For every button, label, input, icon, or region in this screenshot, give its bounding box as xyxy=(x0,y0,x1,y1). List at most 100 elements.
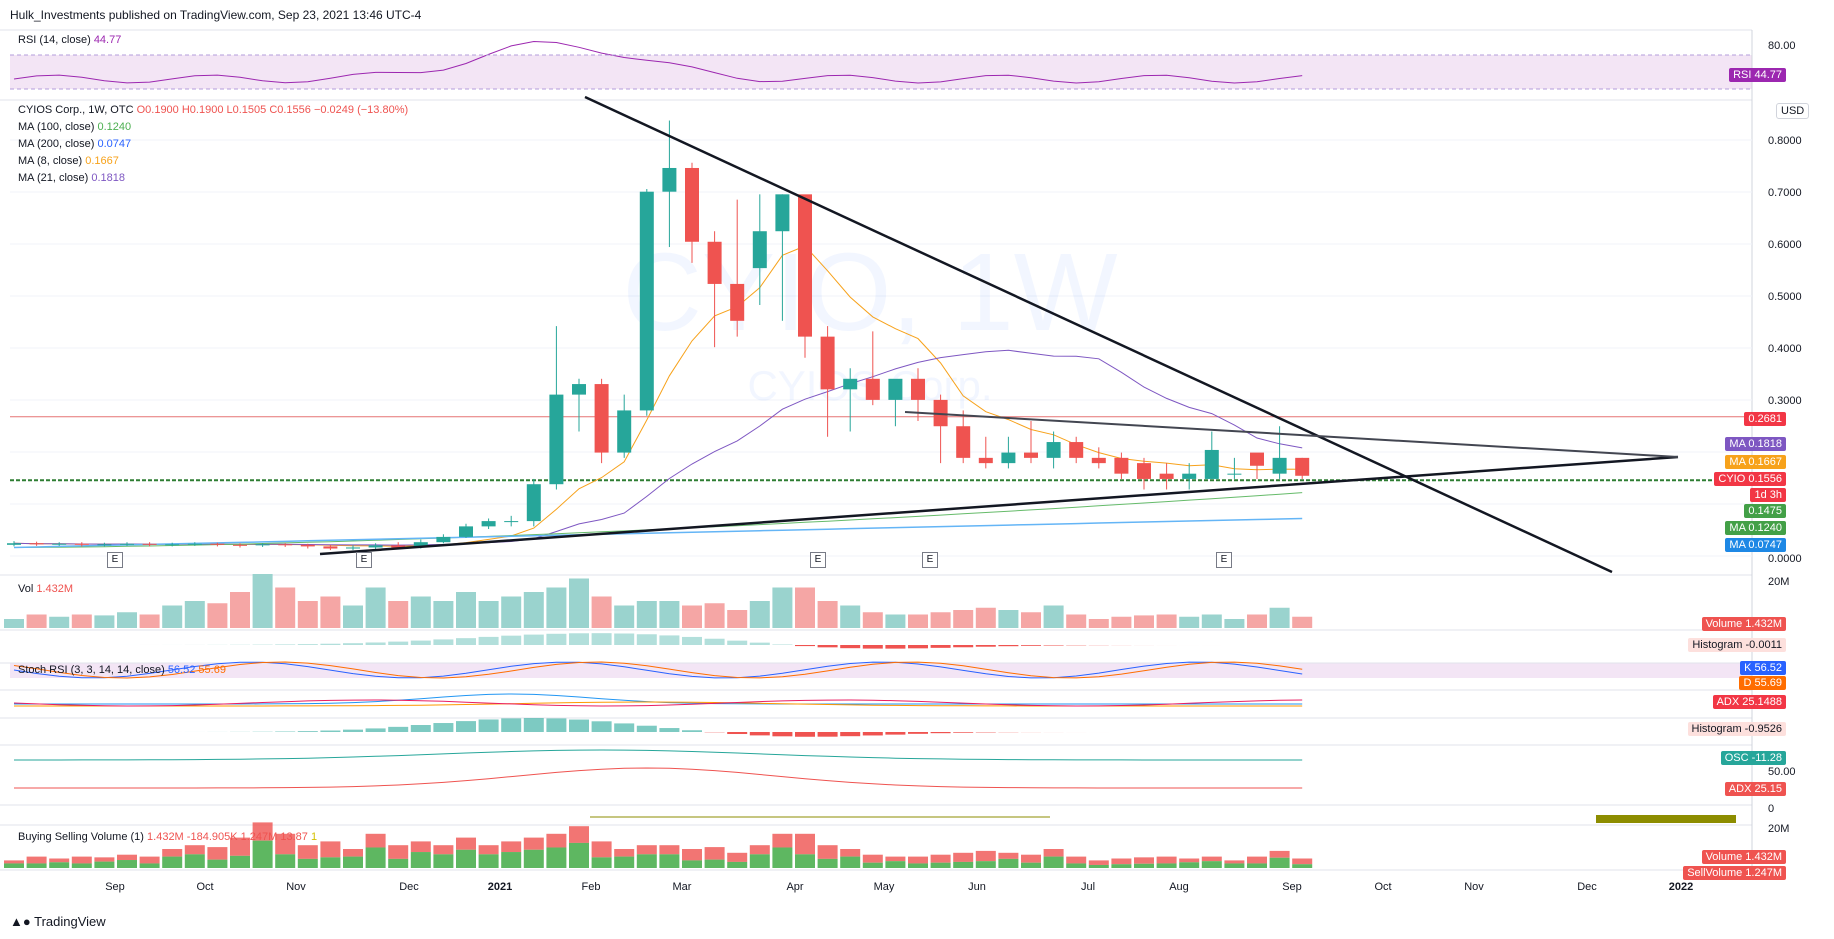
bsv_sell-label[interactable]: SellVolume 1.247M xyxy=(1683,866,1786,880)
sell-volume-bar xyxy=(343,849,363,857)
volume-bar xyxy=(704,603,725,628)
sell-volume-bar xyxy=(636,845,657,855)
histogram-bar xyxy=(614,633,635,645)
symbol-label[interactable]: CYIO 0.1556 xyxy=(1714,472,1786,486)
buy-volume-bar xyxy=(1021,862,1041,868)
earnings-marker[interactable]: E xyxy=(922,552,938,568)
trendline-up xyxy=(319,455,1679,556)
histogram-bar xyxy=(501,635,522,645)
bsv_volume-label[interactable]: Volume 1.432M xyxy=(1701,850,1786,864)
histogram-bar xyxy=(456,638,476,645)
sell-volume-bar xyxy=(862,854,883,863)
histogram-bar xyxy=(297,644,318,645)
buy-volume-bar xyxy=(546,847,567,868)
sell-volume-bar xyxy=(1224,860,1245,864)
sell-volume-bar xyxy=(682,849,702,861)
volume-bar xyxy=(862,612,883,628)
buy-volume-bar xyxy=(591,857,612,868)
sell-volume-bar xyxy=(1021,854,1041,863)
volume-bar xyxy=(569,578,589,628)
ma200-line xyxy=(13,517,1303,549)
histogram2-bar xyxy=(523,718,544,732)
histogram-bar xyxy=(998,645,1019,647)
histogram-bar xyxy=(727,640,748,645)
earnings-marker[interactable]: E xyxy=(107,552,123,568)
ma8-label[interactable]: MA 0.1667 xyxy=(1725,455,1786,469)
sell-volume-bar xyxy=(117,854,137,861)
currency-badge[interactable]: USD xyxy=(1776,103,1810,119)
candle-body xyxy=(1295,457,1310,476)
histogram2-bar xyxy=(682,730,702,732)
vol-legend: Vol 1.432M xyxy=(18,583,74,595)
histogram-bar xyxy=(930,645,951,648)
histogram-bar xyxy=(885,645,906,649)
volume-bar xyxy=(591,596,612,628)
sell-volume-bar xyxy=(230,837,250,856)
tradingview-logo[interactable]: ▲● TradingView xyxy=(10,914,106,929)
histogram2-bar xyxy=(862,732,883,736)
sell-volume-bar xyxy=(614,849,635,857)
ma21-label[interactable]: MA 0.1818 xyxy=(1725,437,1786,451)
adx2-label[interactable]: ADX 25.15 xyxy=(1724,782,1786,796)
sell-volume-bar xyxy=(297,845,318,859)
histogram2-bar xyxy=(659,728,680,732)
histogram2-label[interactable]: Histogram -0.9526 xyxy=(1687,722,1786,736)
candle-body xyxy=(594,384,609,453)
buy-volume-bar xyxy=(365,847,386,868)
hline-label[interactable]: 0.2681 xyxy=(1744,412,1786,426)
volume-bar xyxy=(1088,619,1109,628)
volume-bar xyxy=(162,605,183,628)
candle-body xyxy=(978,457,993,464)
buy-volume-bar xyxy=(4,863,24,868)
sell-volume-bar xyxy=(1043,849,1064,857)
volume-bar xyxy=(343,605,363,628)
volume-bar xyxy=(94,615,115,628)
volume-bar xyxy=(207,603,228,628)
stoch_k-label[interactable]: K 56.52 xyxy=(1740,661,1786,675)
volume-bar xyxy=(795,587,815,628)
candle-body xyxy=(323,546,338,549)
rsi-line xyxy=(13,40,1303,84)
earnings-marker[interactable]: E xyxy=(1216,552,1232,568)
candle-body xyxy=(210,543,225,545)
candle-body xyxy=(481,521,496,527)
candle-body xyxy=(1046,442,1061,458)
volume-bar xyxy=(953,610,974,628)
ma200-label[interactable]: MA 0.0747 xyxy=(1725,538,1786,552)
time-axis-label: Dec xyxy=(1577,881,1597,893)
sell-volume-bar xyxy=(410,841,431,853)
histogram-bar xyxy=(410,640,431,645)
buy-volume-bar xyxy=(930,862,951,868)
candle-body xyxy=(413,542,428,548)
buy-volume-bar xyxy=(1201,861,1222,868)
volume-bar xyxy=(930,612,951,628)
stoch_d-label[interactable]: D 55.69 xyxy=(1739,676,1786,690)
sell-volume-bar xyxy=(501,841,522,853)
ma100-label[interactable]: MA 0.1240 xyxy=(1725,521,1786,535)
main-legend-3: MA (8, close) 0.1667 xyxy=(18,155,119,167)
buy-volume-bar xyxy=(297,858,318,868)
buy-volume-bar xyxy=(275,854,296,868)
volume-bar xyxy=(388,601,409,628)
adx1-label[interactable]: ADX 25.1488 xyxy=(1712,695,1786,709)
time-axis-label: Mar xyxy=(672,881,692,893)
sell-volume-bar xyxy=(591,841,612,858)
volume-bar xyxy=(49,616,70,628)
rsi-label[interactable]: RSI 44.77 xyxy=(1729,68,1786,82)
histogram-bar xyxy=(636,634,657,645)
histogram1-label[interactable]: Histogram -0.0011 xyxy=(1688,638,1786,652)
earnings-marker[interactable]: E xyxy=(810,552,826,568)
volume-label[interactable]: Volume 1.432M xyxy=(1701,617,1786,631)
osc-label[interactable]: OSC -11.28 xyxy=(1720,751,1786,765)
earnings-marker[interactable]: E xyxy=(356,552,372,568)
volume-bar xyxy=(71,614,92,628)
green-line-label[interactable]: 0.1475 xyxy=(1744,504,1786,518)
buy-volume-bar xyxy=(26,863,47,868)
watermark-symbol: CYIO, 1W xyxy=(622,231,1117,354)
buy-volume-bar xyxy=(749,854,770,868)
histogram2-bar xyxy=(817,732,838,737)
volume-bar xyxy=(478,601,499,628)
histogram-bar xyxy=(659,635,680,645)
volume-bar xyxy=(749,601,770,628)
